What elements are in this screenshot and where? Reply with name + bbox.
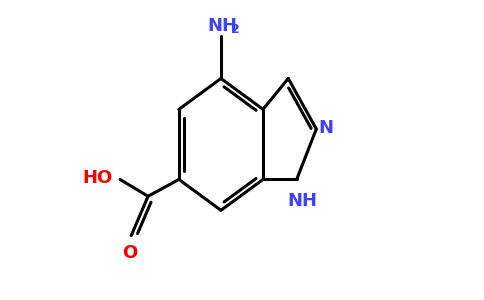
Text: N: N <box>318 118 333 136</box>
Text: HO: HO <box>83 169 113 187</box>
Text: O: O <box>122 244 137 262</box>
Text: NH: NH <box>287 192 318 210</box>
Text: 2: 2 <box>230 23 240 36</box>
Text: NH: NH <box>207 17 237 35</box>
